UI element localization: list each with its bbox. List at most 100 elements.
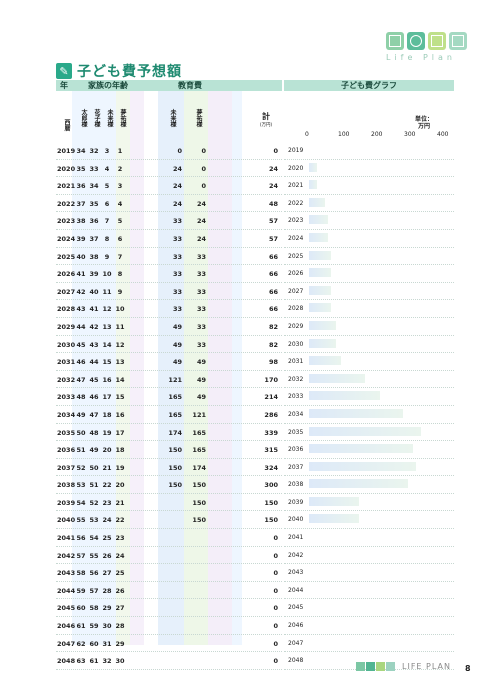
- cell-e2: 0: [201, 147, 206, 155]
- cell-year: 2020: [57, 164, 76, 173]
- chart-bar: [309, 461, 416, 471]
- table-row: 2022 37 35 6 4 24 24 48: [56, 195, 282, 213]
- table-row: 2039 54 52 23 21 150 150: [56, 494, 282, 512]
- cell-year: 2026: [57, 270, 76, 279]
- cell-c: 10: [102, 270, 112, 279]
- chart-row: 2035: [284, 424, 454, 442]
- cell-d: 3: [117, 182, 123, 191]
- chart-year-label: 2033: [288, 393, 304, 401]
- chart-year-label: 2037: [288, 463, 304, 471]
- cell-year: 2027: [57, 287, 76, 296]
- cell-total: 24: [268, 182, 278, 191]
- cell-d: 28: [115, 622, 125, 631]
- cell-e1: 174: [168, 428, 182, 437]
- table-row: 2020 35 33 4 2 24 0 24: [56, 160, 282, 178]
- cell-year: 2043: [57, 569, 76, 578]
- header-family: 家族の年齢: [88, 81, 128, 90]
- cell-d: 8: [117, 270, 123, 279]
- cell-year: 2037: [57, 463, 76, 472]
- axis-tick-label: 400: [437, 131, 449, 138]
- tree-icon: [449, 32, 467, 50]
- cell-d: 2: [117, 164, 123, 173]
- chart-row: 2038: [284, 476, 454, 494]
- cell-d: 18: [115, 446, 125, 455]
- table-row: 2024 39 37 8 6 33 24 57: [56, 230, 282, 248]
- cell-c: 21: [102, 463, 112, 472]
- cell-c: 16: [102, 375, 112, 384]
- cell-c: 8: [104, 234, 110, 243]
- cell-a: 62: [76, 639, 86, 648]
- table-row: 2040 55 53 24 22 150 150: [56, 511, 282, 530]
- cell-a: 34: [76, 147, 86, 155]
- house-icon: [386, 32, 404, 50]
- cell-e1: 24: [172, 164, 182, 173]
- col-bg-edu3: [208, 91, 232, 645]
- cell-total: 66: [268, 287, 278, 296]
- cell-b: 50: [89, 463, 99, 472]
- footer-square: [376, 662, 385, 671]
- chart-bar: [309, 180, 317, 190]
- cell-a: 59: [76, 586, 86, 595]
- cell-c: 19: [102, 428, 112, 437]
- cell-e2: 174: [192, 463, 206, 472]
- table-row: 2046 61 59 30 28 0: [56, 617, 282, 635]
- unit-label: 単位： 万円: [415, 116, 433, 130]
- cell-e1: 33: [172, 234, 182, 243]
- cell-b: 59: [89, 622, 99, 631]
- col-bg-edu1: [158, 91, 184, 645]
- header-year: 年: [60, 81, 68, 90]
- cell-b: 60: [89, 639, 99, 648]
- table-row: 2042 57 55 26 24 0: [56, 547, 282, 565]
- footer-square: [386, 662, 395, 671]
- cell-b: 47: [89, 410, 99, 419]
- cell-total: 48: [268, 199, 278, 208]
- chart-bar: [309, 320, 337, 330]
- cell-total: 66: [268, 270, 278, 279]
- cell-year: 2046: [57, 622, 76, 631]
- cell-year: 2022: [57, 199, 76, 208]
- cell-total: 98: [268, 358, 278, 367]
- cell-a: 52: [76, 463, 86, 472]
- cell-year: 2019: [57, 147, 76, 155]
- cell-d: 10: [115, 305, 125, 314]
- cell-a: 60: [76, 604, 86, 613]
- chart-row: 2040: [284, 511, 454, 530]
- cell-b: 43: [89, 340, 99, 349]
- cost-table: 年 家族の年齢 教育費 西暦 太郎様 花子様 未来様 夢祐様 未来様 夢祐様 計…: [56, 80, 282, 670]
- cell-e2: 150: [192, 498, 206, 507]
- cell-b: 55: [89, 551, 99, 560]
- cell-e2: 33: [196, 252, 206, 261]
- cell-year: 2047: [57, 639, 76, 648]
- cell-total: 0: [273, 586, 278, 595]
- cell-e2: 165: [192, 428, 206, 437]
- cell-year: 2044: [57, 586, 76, 595]
- cell-b: 32: [89, 147, 99, 155]
- cell-c: 4: [104, 164, 110, 173]
- cell-year: 2030: [57, 340, 76, 349]
- chart-bar: [309, 338, 337, 348]
- chart-rows: 2019 2020 2021 2022 2023 2024 2025 2026 2027 2028…: [284, 142, 454, 670]
- cell-b: 57: [89, 586, 99, 595]
- page-title: 子ども費予想額: [77, 64, 182, 80]
- cell-c: 5: [104, 182, 110, 191]
- cell-c: 28: [102, 586, 112, 595]
- chart-row: 2047: [284, 635, 454, 653]
- cell-a: 63: [76, 657, 86, 666]
- chart-bar: [309, 444, 413, 454]
- cell-year: 2042: [57, 551, 76, 560]
- cell-total: 286: [264, 410, 278, 419]
- unit-label-prefix: 単位：: [415, 116, 434, 123]
- cell-year: 2039: [57, 498, 76, 507]
- chart-row: 2037: [284, 459, 454, 477]
- cell-total: 24: [268, 164, 278, 173]
- cell-a: 36: [76, 182, 86, 191]
- cell-a: 57: [76, 551, 86, 560]
- footer-squares: [356, 662, 396, 671]
- cell-c: 23: [102, 498, 112, 507]
- cell-d: 16: [115, 410, 125, 419]
- cell-total: 150: [264, 516, 278, 525]
- cell-c: 13: [102, 322, 112, 331]
- cell-d: 12: [115, 340, 125, 349]
- table-row: 2019 34 32 3 1 0 0 0: [56, 142, 282, 160]
- header-edu-member-2: 夢祐様: [195, 109, 202, 127]
